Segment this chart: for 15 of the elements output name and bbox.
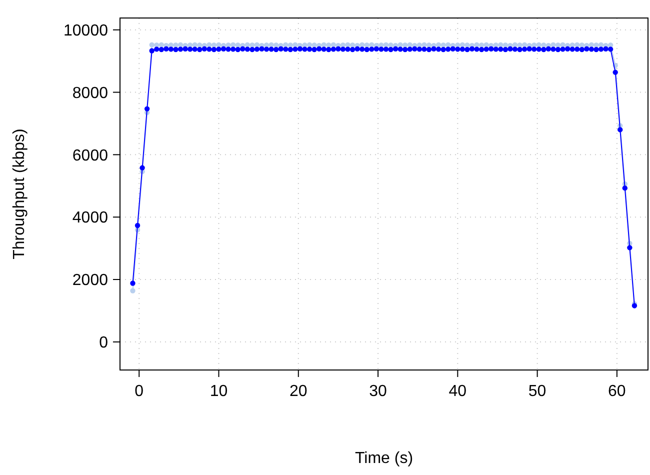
x-tick-label: 20 bbox=[289, 383, 308, 400]
y-tick-label: 10000 bbox=[64, 22, 108, 40]
x-tick-label: 40 bbox=[448, 383, 467, 400]
y-tick-label: 2000 bbox=[72, 272, 108, 290]
y-axis-title: Throughput (kbps) bbox=[11, 128, 28, 260]
y-tick-label: 8000 bbox=[72, 84, 108, 102]
x-axis-title: Time (s) bbox=[354, 450, 414, 467]
x-tick-label: 60 bbox=[608, 383, 626, 400]
x-tick-label: 10 bbox=[210, 383, 228, 400]
x-tick-label: 30 bbox=[369, 383, 388, 400]
x-tick-label: 50 bbox=[528, 383, 546, 400]
y-tick-label: 6000 bbox=[72, 147, 108, 164]
y-tick-label: 4000 bbox=[72, 210, 108, 227]
x-tick-label: 0 bbox=[134, 383, 144, 400]
y-tick-label: 0 bbox=[99, 334, 108, 352]
